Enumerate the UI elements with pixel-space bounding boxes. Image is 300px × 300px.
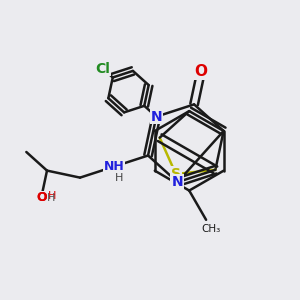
Text: CH₃: CH₃ [202, 224, 221, 234]
Text: H: H [115, 173, 124, 183]
Text: H: H [48, 191, 57, 201]
Text: Cl: Cl [95, 61, 110, 76]
Text: H: H [47, 194, 56, 203]
Text: N: N [172, 175, 183, 189]
Text: O: O [36, 191, 46, 204]
Text: N: N [151, 110, 162, 124]
Text: NH: NH [104, 160, 124, 173]
Text: S: S [171, 167, 181, 181]
Text: O: O [195, 64, 208, 79]
Text: O: O [36, 191, 46, 204]
